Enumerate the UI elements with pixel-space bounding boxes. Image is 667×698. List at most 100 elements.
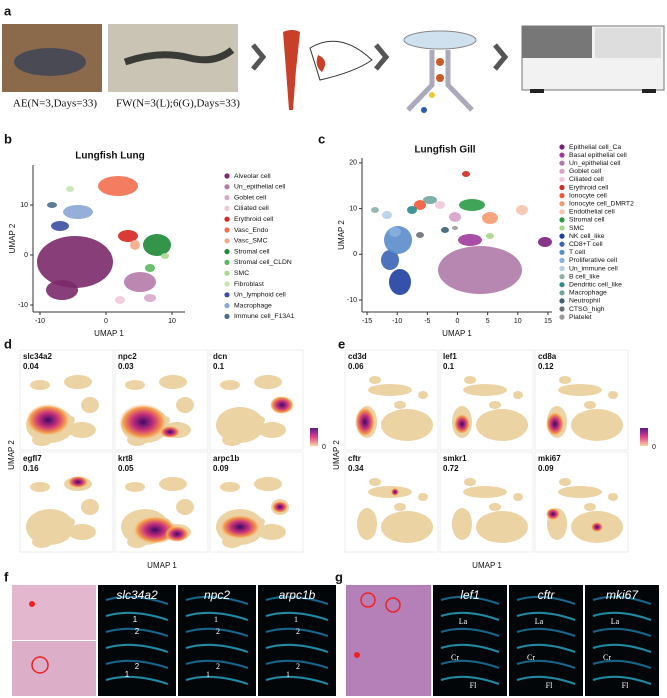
cluster [37,236,113,288]
cell-cloud [418,493,428,501]
x-tick-label: -10 [35,318,45,325]
cell-cloud [32,536,52,548]
legend-swatch [559,274,565,280]
tissue-signal [185,675,249,686]
region-label: 1 [214,615,218,624]
panel-label: b [4,131,12,146]
cell-cloud [81,499,99,515]
cell-cloud [125,482,145,492]
expression [546,508,560,520]
cell-cloud [222,536,242,548]
cell-cloud [558,384,602,396]
tissue-signal [592,611,652,622]
gene-value: 0.09 [538,464,554,473]
tissue-signal [185,659,249,670]
cluster [161,253,169,259]
legend-label: Epithelial cell_Ca [569,144,621,151]
x-axis-label: UMAP 1 [147,561,177,570]
photo-fish [123,47,235,66]
expression [26,404,70,436]
legend-label: Ciliated cell [569,176,604,183]
tissue-signal [440,675,500,686]
legend-swatch [224,195,230,201]
tissue-signal [185,643,249,654]
expression [165,526,189,542]
gill-icon [316,55,326,72]
x-axis-label: UMAP 1 [94,329,124,338]
legend-label: CTSG_high [569,306,605,313]
expression [270,396,294,414]
cell-cloud [32,434,52,446]
legend-label: T cell [569,249,586,256]
tissue-signal [440,643,500,654]
legend-swatch [559,225,565,231]
legend-swatch [559,314,565,320]
region-label: Cr [603,653,611,662]
legend-label: Ciliated cell [234,205,269,212]
tissue-signal [516,675,576,686]
cluster [124,272,156,292]
cluster [115,296,125,304]
legend-label: SMC [569,225,584,232]
tissue-signal [265,643,329,654]
legend-swatch [224,270,230,276]
cell-cloud [255,416,265,424]
cell-cloud [418,391,428,399]
panel-label: f [4,569,9,584]
cell-cloud [222,434,242,446]
he-image [346,585,431,696]
legend-swatch [224,227,230,233]
cell-cloud [394,401,406,409]
cluster [459,199,485,211]
gene-name: npc2 [118,352,137,361]
cell-cloud [513,391,523,399]
cluster [452,226,458,230]
legend-swatch [224,313,230,319]
legend-swatch [224,238,230,244]
tissue-signal [516,627,576,638]
legend-label: Stromal cell [234,248,270,255]
legend-label: Un_epithelial cell [234,184,286,191]
legend-swatch [224,303,230,309]
cell-cloud [368,486,412,498]
gene-value: 0.09 [213,464,229,473]
cluster [441,227,449,233]
legend-label: NK cell_like [569,233,605,240]
tissue-signal [105,611,169,622]
sequencer-panel [595,28,661,58]
legend-swatch [559,201,565,207]
legend-label: CD8+T cell [569,241,603,248]
x-tick-label: 0 [104,318,108,325]
arrow [374,43,390,71]
gene-value: 0.05 [118,464,134,473]
cluster [435,201,445,209]
legend-swatch [559,209,565,215]
cell-cloud [452,508,472,540]
gene-name: smkr1 [443,454,467,463]
cluster [482,212,498,224]
cluster [63,205,93,219]
cell-cloud [394,503,406,511]
cell [436,58,444,66]
expression [119,404,167,440]
cluster [486,233,494,239]
legend-label: B cell_like [569,273,600,280]
legend-swatch [559,193,565,199]
cell-cloud [26,509,74,545]
colorbar-label: 0 [652,444,656,451]
panel-label: c [318,131,325,146]
legend-swatch [559,298,565,304]
tissue-signal [105,595,169,606]
legend-label: Goblet cell [234,194,267,201]
legend-swatch [559,233,565,239]
marker [385,597,401,613]
cell-cloud [369,478,381,486]
cell-cloud [368,384,412,396]
cluster [144,294,156,302]
cluster [423,196,437,204]
region-label: 2 [135,627,140,636]
tissue-signal [185,627,249,638]
legend-label: Un_epithelial cell [569,160,621,167]
gene-label: lef1 [460,588,479,602]
legend-label: SMC [234,270,249,277]
